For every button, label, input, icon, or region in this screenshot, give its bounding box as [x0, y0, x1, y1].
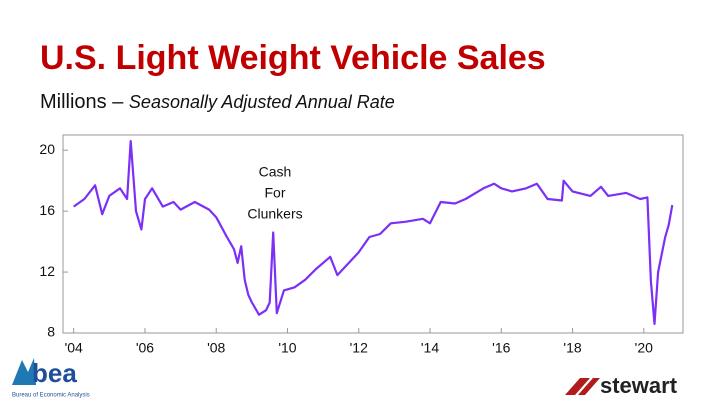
y-tick-label: 12 — [39, 263, 55, 279]
y-tick-label: 16 — [39, 202, 55, 218]
annotation: For — [265, 185, 286, 201]
x-tick-label: '10 — [278, 340, 296, 356]
series-line — [73, 140, 674, 325]
bea-logo: bea Bureau of Economic Analysis — [12, 358, 90, 399]
x-tick-label: '12 — [350, 340, 368, 356]
bea-sub: Bureau of Economic Analysis — [12, 393, 90, 399]
subtitle: Millions – Seasonally Adjusted Annual Ra… — [40, 91, 395, 113]
bea-text: bea — [32, 358, 77, 388]
annotation: Clunkers — [247, 206, 302, 222]
y-tick-label: 8 — [47, 324, 55, 340]
stewart-text: stewart — [600, 373, 678, 398]
x-tick-label: '18 — [563, 340, 581, 356]
stewart-icon — [565, 378, 600, 395]
x-tick-label: '16 — [492, 340, 510, 356]
plot-frame — [62, 134, 684, 334]
x-tick-label: '20 — [635, 340, 653, 356]
annotation: Cash — [259, 164, 292, 180]
subtitle-italic: Seasonally Adjusted Annual Rate — [129, 92, 395, 112]
x-tick-label: '04 — [65, 340, 83, 356]
x-tick-label: '06 — [136, 340, 154, 356]
stewart-logo: stewart — [565, 373, 678, 398]
y-tick-label: 20 — [39, 141, 55, 157]
bea-icon — [12, 358, 36, 385]
x-tick-label: '08 — [207, 340, 225, 356]
subtitle-units: Millions – — [40, 91, 124, 113]
x-tick-label: '14 — [421, 340, 439, 356]
chart-title: U.S. Light Weight Vehicle Sales — [40, 39, 546, 77]
